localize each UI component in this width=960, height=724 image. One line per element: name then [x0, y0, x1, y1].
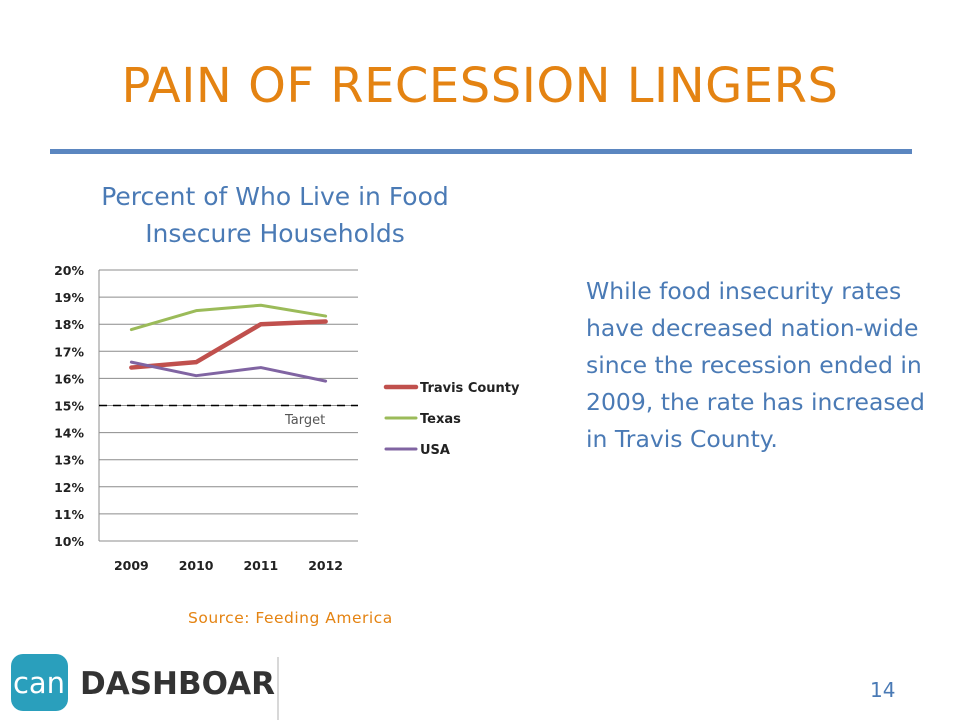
legend-label: USA [420, 443, 450, 458]
legend-label: Travis County [420, 381, 520, 396]
y-tick-label: 16% [54, 371, 84, 386]
series-line-texas [131, 305, 325, 329]
y-tick-label: 19% [54, 290, 84, 305]
logo-badge-text: can [13, 666, 65, 700]
page-number: 14 [870, 678, 895, 702]
x-tick-label: 2009 [114, 558, 149, 573]
body-text: While food insecurity rates have decreas… [586, 273, 926, 458]
x-tick-label: 2011 [243, 558, 278, 573]
can-dashboard-logo: can DASHBOARD [0, 640, 278, 720]
y-tick-label: 15% [54, 399, 84, 414]
y-tick-label: 20% [54, 263, 84, 278]
x-tick-label: 2010 [179, 558, 214, 573]
y-tick-label: 10% [54, 534, 84, 549]
logo-divider [277, 657, 279, 720]
source-note: Source: Feeding America [188, 609, 393, 627]
logo-word: DASHBOARD [80, 666, 278, 702]
y-tick-label: 18% [54, 317, 84, 332]
legend-label: Texas [420, 412, 461, 427]
y-tick-label: 14% [54, 426, 84, 441]
y-tick-label: 12% [54, 480, 84, 495]
series-line-travis-county [131, 321, 325, 367]
y-tick-label: 13% [54, 453, 84, 468]
x-tick-label: 2012 [308, 558, 343, 573]
y-tick-label: 17% [54, 344, 84, 359]
target-label: Target [284, 413, 325, 428]
y-tick-label: 11% [54, 507, 84, 522]
